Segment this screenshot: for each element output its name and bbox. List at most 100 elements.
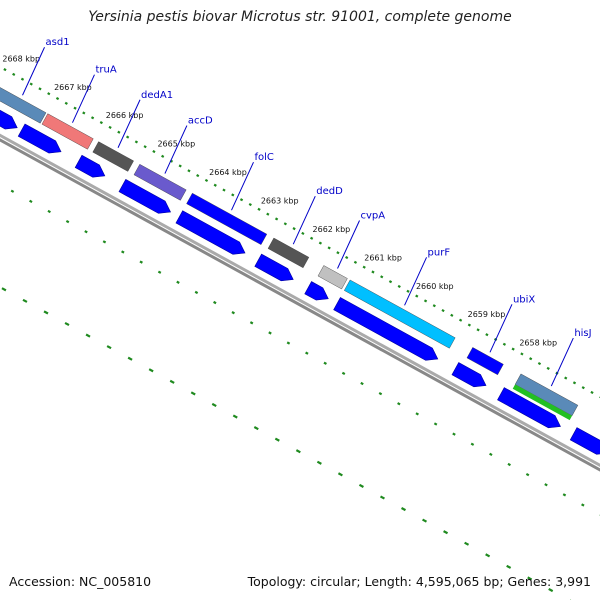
gc-dot: [485, 553, 491, 558]
gc-dot: [64, 101, 68, 105]
gc-dot: [161, 154, 165, 158]
cds-arrow: [569, 427, 600, 455]
leader-line-dedA1: [117, 99, 141, 148]
kbp-tick-label: 2665 kbp: [157, 140, 195, 149]
gc-dot: [590, 390, 594, 395]
gc-dot: [190, 391, 196, 396]
leader-line-folC: [231, 161, 254, 211]
gc-dot: [323, 361, 327, 365]
gc-dot: [380, 275, 384, 279]
gc-dot: [117, 130, 121, 134]
gc-dot: [85, 333, 91, 338]
gc-dot: [529, 357, 533, 361]
gene-ubiX: [466, 347, 504, 376]
gc-dot: [548, 587, 554, 593]
gc-dot: [12, 72, 16, 76]
gene-label-accD: accD: [188, 116, 213, 127]
gc-dot: [268, 331, 272, 335]
gc-dot: [292, 227, 296, 231]
gene-label-truA: truA: [95, 65, 116, 76]
gene-label-dedD: dedD: [316, 186, 343, 197]
gene-label-asd1: asd1: [46, 37, 70, 48]
gc-dot: [544, 483, 548, 487]
gc-dot: [316, 460, 322, 465]
gc-dot: [572, 381, 577, 385]
cds-layer: [0, 109, 600, 455]
gc-dot: [345, 255, 349, 260]
gc-dot: [476, 328, 480, 332]
gene-label-purF: purF: [428, 247, 451, 258]
kbp-tick-label: 2660 kbp: [416, 282, 454, 291]
gc-dot: [537, 361, 542, 366]
kbp-tick-label: 2664 kbp: [209, 168, 247, 177]
cds-arrow: [304, 281, 329, 301]
gene-label-hisJ: hisJ: [574, 328, 591, 339]
gc-dot: [169, 379, 175, 384]
gc-dot: [432, 304, 436, 308]
gc-dot: [176, 280, 180, 284]
gc-dot: [10, 189, 15, 193]
gc-dot: [310, 236, 314, 240]
backbone-line: [0, 133, 600, 468]
leader-line-hisJ: [550, 337, 574, 387]
gc-dot: [65, 219, 70, 224]
gc-dot: [232, 414, 238, 419]
gc-dot: [336, 251, 340, 255]
kbp-tick-label: 2658 kbp: [519, 339, 557, 348]
gc-dot: [213, 183, 217, 187]
gc-dot: [443, 530, 449, 535]
gene-label-folC: folC: [254, 152, 273, 163]
gc-dot: [562, 493, 567, 497]
gc-dot: [231, 311, 235, 315]
gc-dot: [3, 68, 7, 72]
gene-dedA1: [92, 141, 134, 172]
gc-dot: [274, 217, 279, 221]
cds-arrow: [333, 297, 439, 361]
leader-line-cvpA: [337, 220, 360, 269]
gc-dot: [283, 222, 287, 226]
gc-dot: [564, 376, 568, 380]
gene-accD: [133, 164, 187, 201]
gc-dot: [362, 265, 366, 269]
gc-dot: [134, 140, 139, 144]
gc-dot: [506, 564, 512, 569]
gene-folC: [186, 192, 268, 245]
gc-dot: [121, 250, 125, 254]
cds-arrow: [451, 362, 487, 388]
gc-dot: [520, 352, 524, 356]
cds-arrow: [118, 178, 172, 214]
gc-dot: [433, 422, 438, 426]
gc-dot: [84, 230, 88, 234]
gc-dot: [507, 462, 511, 467]
kbp-tick-label: 2666 kbp: [106, 111, 144, 120]
gc-dot: [360, 381, 364, 386]
gc-dot: [125, 135, 130, 139]
gc-dot: [400, 507, 406, 512]
gc-dot: [353, 260, 358, 264]
gc-dot: [489, 452, 493, 457]
gc-dot: [464, 541, 470, 546]
gc-dot: [305, 351, 309, 355]
gc-dot: [29, 82, 33, 86]
leader-line-accD: [164, 125, 188, 174]
gene-cvpA: [317, 265, 348, 290]
gc-dot: [249, 321, 254, 325]
gc-dot: [527, 576, 533, 581]
gene-dedD: [267, 237, 310, 269]
kbp-tick-label: 2661 kbp: [364, 253, 402, 262]
gc-dot: [82, 111, 86, 115]
gc-dot: [581, 503, 585, 507]
gc-dot: [38, 87, 42, 91]
gc-dot: [397, 402, 401, 406]
gc-dot: [397, 284, 401, 289]
gc-dot: [231, 193, 235, 197]
gc-dot: [525, 472, 530, 477]
gc-dot: [127, 356, 133, 361]
gc-dot: [47, 92, 51, 96]
map-title: Yersinia pestis biovar Microtus str. 910…: [88, 9, 512, 25]
gc-dot: [222, 188, 226, 192]
tick-layer: 2668 kbp 2667 kbp 2666 kbp 2665 kbp 2664 kbp…: [2, 54, 557, 347]
gc-dot: [371, 270, 375, 274]
gc-dot: [415, 412, 419, 416]
